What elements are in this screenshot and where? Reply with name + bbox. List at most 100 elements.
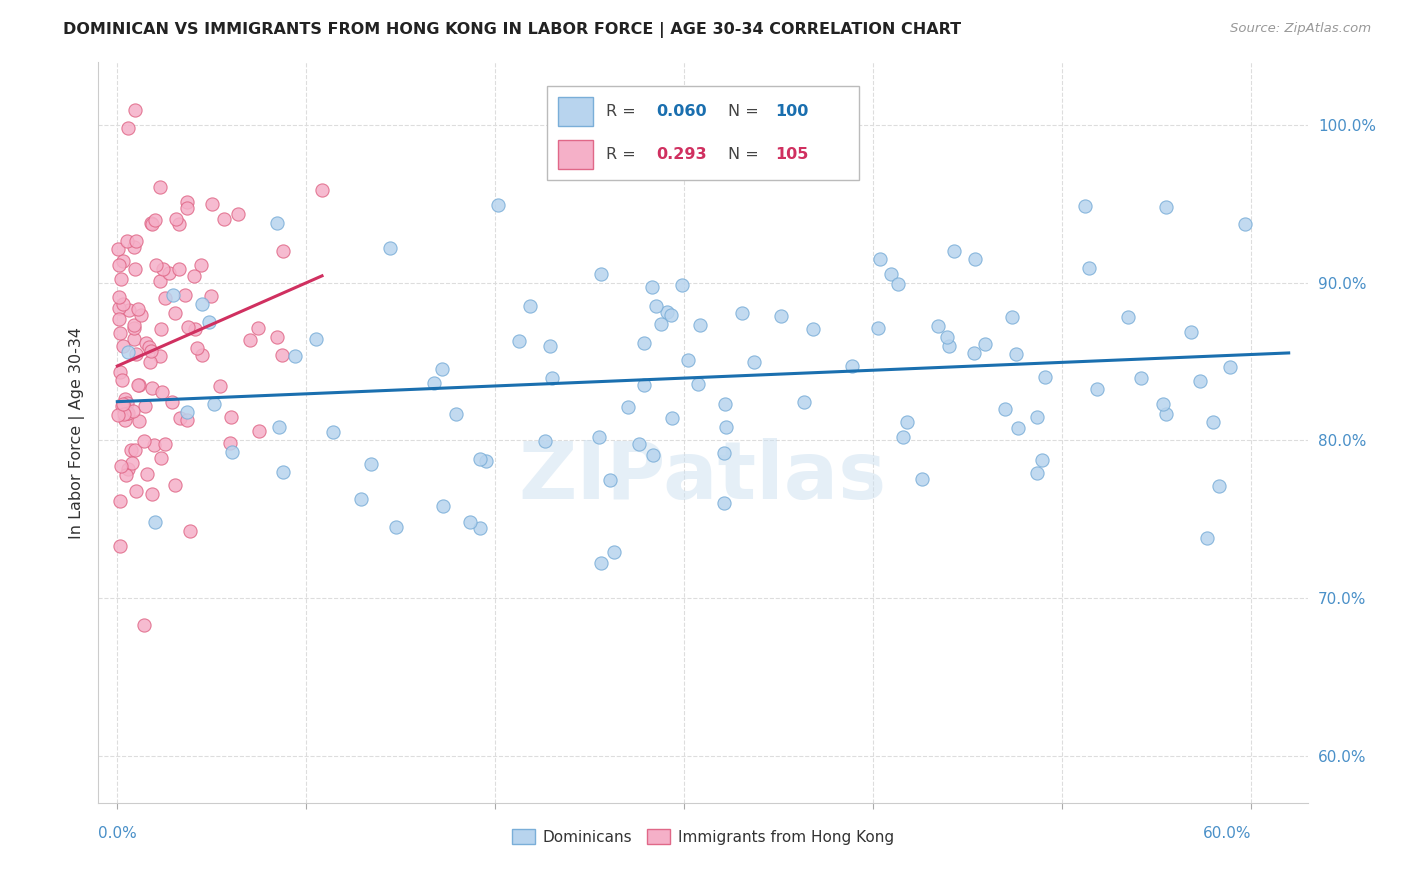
Point — [640, 280, 662, 294]
Point — [541, 370, 564, 384]
Point — [153, 291, 176, 305]
Point — [112, 253, 135, 268]
Point — [114, 413, 136, 427]
Point — [538, 338, 561, 352]
Point — [322, 425, 344, 440]
Point — [165, 305, 187, 319]
Point — [689, 318, 711, 333]
Point — [138, 355, 160, 369]
Point — [271, 348, 294, 362]
Point — [129, 308, 152, 322]
Point — [1189, 374, 1212, 388]
Point — [869, 252, 891, 267]
Point — [239, 333, 262, 347]
Point — [226, 207, 249, 221]
Point — [110, 459, 132, 474]
Point — [143, 438, 166, 452]
Point — [176, 413, 198, 427]
Point — [880, 268, 903, 282]
Point — [167, 218, 190, 232]
Point — [122, 404, 145, 418]
Point — [117, 406, 139, 420]
Point — [688, 377, 710, 392]
Point — [938, 339, 960, 353]
Point — [200, 289, 222, 303]
Point — [311, 183, 333, 197]
Point — [927, 319, 949, 334]
Point — [1073, 199, 1095, 213]
Point — [1195, 531, 1218, 545]
Point — [198, 315, 221, 329]
Point — [714, 397, 737, 411]
Point — [963, 346, 986, 360]
Point — [124, 103, 146, 117]
Point — [219, 410, 242, 425]
Point — [117, 344, 139, 359]
Point — [1026, 409, 1049, 424]
Point — [891, 430, 914, 444]
Text: Source: ZipAtlas.com: Source: ZipAtlas.com — [1230, 22, 1371, 36]
Point — [201, 197, 224, 211]
Point — [111, 397, 134, 411]
Point — [770, 309, 793, 323]
Point — [1026, 466, 1049, 480]
Point — [713, 446, 735, 460]
Point — [134, 399, 156, 413]
Point — [551, 159, 574, 173]
Point — [125, 235, 148, 249]
Point — [110, 272, 132, 286]
Point — [350, 492, 373, 507]
Point — [801, 322, 824, 336]
Point — [162, 288, 184, 302]
Point — [127, 301, 149, 316]
Point — [177, 320, 200, 334]
Point — [117, 121, 139, 136]
Point — [284, 349, 307, 363]
Point — [128, 414, 150, 428]
Point — [149, 180, 172, 194]
Point — [305, 332, 328, 346]
Point — [655, 305, 678, 319]
Point — [190, 348, 212, 362]
Point — [117, 303, 139, 318]
Point — [432, 362, 454, 376]
Point — [676, 353, 699, 368]
Point — [125, 483, 148, 498]
Point — [135, 335, 157, 350]
Point — [155, 437, 177, 451]
Point — [111, 373, 134, 387]
Point — [114, 392, 136, 407]
Point — [115, 395, 138, 409]
Point — [868, 321, 890, 335]
Point — [115, 406, 138, 420]
Text: 60.0%: 60.0% — [1202, 826, 1251, 841]
Point — [128, 378, 150, 392]
Point — [149, 321, 172, 335]
Point — [588, 430, 610, 444]
Point — [143, 516, 166, 530]
Point — [218, 436, 240, 450]
Point — [179, 524, 201, 539]
Point — [108, 326, 131, 340]
Point — [671, 278, 693, 293]
Point — [121, 456, 143, 470]
Point — [176, 404, 198, 418]
Point — [212, 212, 235, 227]
Legend: Dominicans, Immigrants from Hong Kong: Dominicans, Immigrants from Hong Kong — [506, 823, 900, 851]
Point — [731, 306, 754, 320]
Point — [360, 457, 382, 471]
Point — [114, 407, 136, 421]
Point — [714, 420, 737, 434]
Point — [110, 494, 132, 508]
Point — [160, 395, 183, 409]
Point — [599, 474, 621, 488]
Point — [141, 216, 163, 230]
Point — [157, 265, 180, 279]
Point — [650, 318, 672, 332]
Point — [112, 401, 135, 415]
Point — [108, 539, 131, 553]
Point — [896, 415, 918, 429]
Point — [887, 277, 910, 291]
Point — [633, 378, 655, 392]
Point — [139, 344, 162, 359]
